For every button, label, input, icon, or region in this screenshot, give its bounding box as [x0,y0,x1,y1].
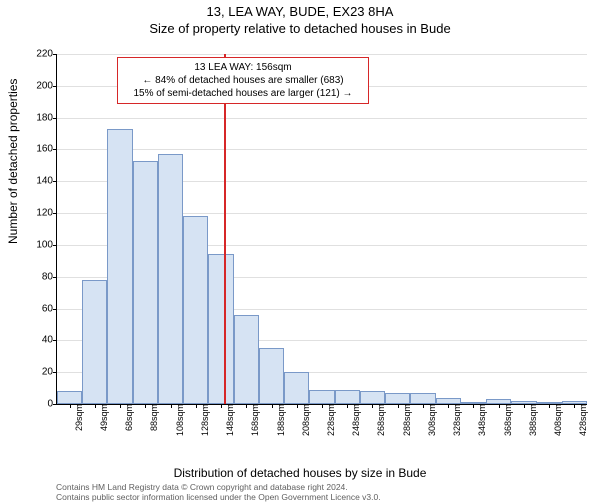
xtick-label: 328sqm [448,404,462,436]
histogram-bar [309,390,334,404]
ytick-label: 120 [36,208,57,219]
x-axis-label: Distribution of detached houses by size … [0,466,600,480]
histogram-bar [133,161,158,404]
chart-subtitle: Size of property relative to detached ho… [0,21,600,36]
ytick-label: 160 [36,144,57,155]
ytick-label: 20 [42,367,57,378]
reference-line [224,54,226,404]
ytick-label: 180 [36,112,57,123]
xtick-label: 88sqm [145,404,159,431]
ytick-label: 60 [42,303,57,314]
xtick-label: 428sqm [574,404,588,436]
y-axis-label: Number of detached properties [6,79,20,244]
histogram-bar [107,129,132,404]
histogram-bar [360,391,385,404]
histogram-bar [234,315,259,404]
annotation-box: 13 LEA WAY: 156sqm← 84% of detached hous… [117,57,369,104]
ytick-label: 100 [36,239,57,250]
footer-line1: Contains HM Land Registry data © Crown c… [56,482,381,492]
xtick-label: 348sqm [473,404,487,436]
histogram-bar [158,154,183,404]
gridline [57,54,587,55]
footer-line2: Contains public sector information licen… [56,492,381,502]
xtick-label: 388sqm [524,404,538,436]
annotation-line2: ← 84% of detached houses are smaller (68… [124,74,362,87]
xtick-label: 248sqm [347,404,361,436]
ytick-label: 140 [36,176,57,187]
histogram-bar [57,391,82,404]
histogram-bar [82,280,107,404]
ytick-label: 200 [36,80,57,91]
annotation-line3: 15% of semi-detached houses are larger (… [124,87,362,100]
xtick-label: 128sqm [196,404,210,436]
footer-attribution: Contains HM Land Registry data © Crown c… [56,482,381,502]
histogram-bar [284,372,309,404]
xtick-label: 308sqm [423,404,437,436]
chart-title: 13, LEA WAY, BUDE, EX23 8HA [0,4,600,19]
chart-container: 13, LEA WAY, BUDE, EX23 8HA Size of prop… [0,4,600,504]
xtick-label: 168sqm [246,404,260,436]
annotation-line1: 13 LEA WAY: 156sqm [124,61,362,74]
xtick-label: 228sqm [322,404,336,436]
ytick-label: 220 [36,49,57,60]
gridline [57,149,587,150]
xtick-label: 408sqm [549,404,563,436]
histogram-bar [208,254,233,404]
xtick-label: 68sqm [120,404,134,431]
histogram-bar [385,393,410,404]
histogram-bar [410,393,435,404]
gridline [57,118,587,119]
histogram-bar [183,216,208,404]
xtick-label: 208sqm [297,404,311,436]
xtick-label: 368sqm [499,404,513,436]
xtick-label: 49sqm [95,404,109,431]
xtick-label: 268sqm [372,404,386,436]
xtick-label: 188sqm [272,404,286,436]
histogram-bar [259,348,284,404]
xtick-label: 108sqm [171,404,185,436]
histogram-bar [335,390,360,404]
ytick-label: 40 [42,335,57,346]
xtick-label: 288sqm [398,404,412,436]
xtick-label: 29sqm [70,404,84,431]
ytick-label: 0 [47,399,57,410]
xtick-label: 148sqm [221,404,235,436]
ytick-label: 80 [42,271,57,282]
plot-area: 02040608010012014016018020022029sqm49sqm… [56,54,587,405]
